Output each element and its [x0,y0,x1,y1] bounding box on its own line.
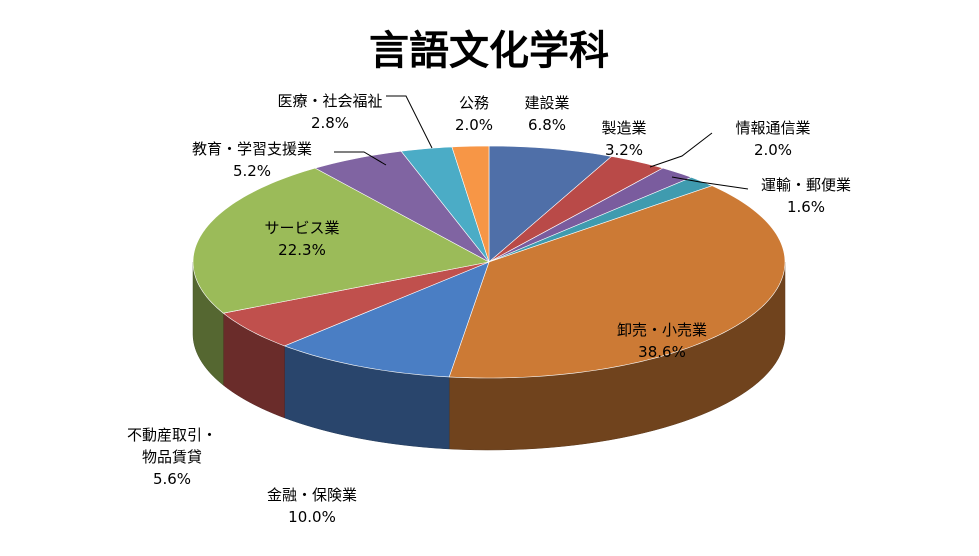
slice-label--: 金融・保険業 10.0% [267,486,357,526]
slice-label--: 公務 2.0% [455,94,493,134]
chart-title: 言語文化学科 [369,28,609,74]
pie-slice-- [222,261,490,347]
slice-value: 10.0% [288,508,336,526]
slice-label--: 運輸・郵便業 1.6% [761,176,851,216]
pie-slice-- [283,261,490,378]
slice-value: 38.6% [638,343,686,361]
slice-label--: 不動産取引・物品賃貸 5.6% [127,426,217,488]
leader-line-- [649,132,713,168]
slice-value: 6.8% [528,116,566,134]
slice-label--: サービス業 22.3% [264,219,339,259]
pie-sides [192,261,786,451]
slice-label--: 教育・学習支援業 5.2% [192,140,312,180]
slice-value: 5.2% [233,162,271,180]
slice-label--: 建設業 6.8% [524,94,569,134]
slice-value: 3.2% [605,141,643,159]
slice-value: 22.3% [278,241,326,259]
leader-lines [334,95,749,190]
leader-line-- [386,95,433,149]
slice-name: 建設業 [524,94,569,112]
slice-name: 物品賃貸 [142,448,202,466]
pie-slice-- [400,146,490,263]
slice-name: 卸売・小売業 [617,321,707,339]
pie-slice-- [448,185,786,379]
slice-value: 5.6% [153,470,191,488]
pie-slice-- [488,177,713,263]
slice-value: 2.0% [754,141,792,159]
slice-label--: 卸売・小売業 38.6% [617,321,707,361]
leader-line-- [671,176,749,190]
slice-name: 製造業 [601,119,646,137]
pie-slice-- [451,145,490,263]
pie-slice-- [192,167,490,314]
pie-top [192,145,786,379]
pie-slice-- [488,156,664,263]
slice-name: 不動産取引・ [127,426,217,444]
slice-name: 運輸・郵便業 [761,176,851,194]
slice-value: 2.0% [455,116,493,134]
slice-value: 2.8% [311,114,349,132]
slice-name: 教育・学習支援業 [192,140,312,158]
slice-label--: 情報通信業 2.0% [735,119,810,159]
slice-value: 1.6% [787,198,825,216]
slice-name: 公務 [459,94,489,112]
pie-slice-- [314,150,490,263]
pie-slice-- [488,167,693,263]
slice-name: 情報通信業 [735,119,810,137]
slice-name: 金融・保険業 [267,486,357,504]
slice-label--: 製造業 3.2% [601,119,646,159]
slice-name: 医療・社会福祉 [277,92,382,110]
slice-label--: 医療・社会福祉 2.8% [277,92,382,132]
slice-labels: 建設業 6.8% 製造業 3.2% 情報通信業 2.0% 運輸・郵便業 1.6% 卸売・小売業 3… [127,92,851,526]
slice-name: サービス業 [264,219,339,237]
leader-line-- [334,151,387,166]
pie-slice-- [488,145,613,263]
